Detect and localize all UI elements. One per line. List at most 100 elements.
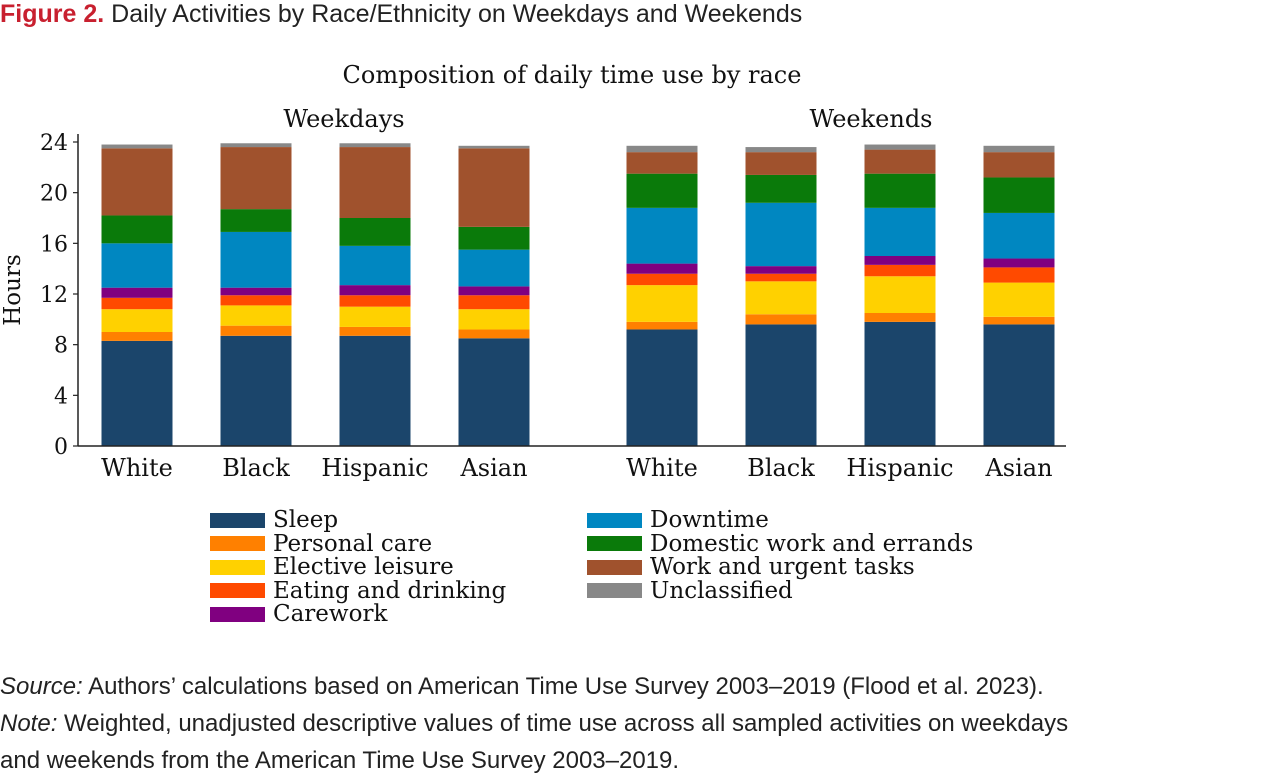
legend-swatch xyxy=(210,559,265,575)
legend-swatch xyxy=(587,512,642,528)
x-tick-label-weekends-hispanic: Hispanic xyxy=(846,454,953,482)
note-text-2: and weekends from the American Time Use … xyxy=(0,747,680,774)
bar-segment-weekdays-asian-sleep xyxy=(458,338,530,446)
bar-segment-weekends-white-work-and-urgent-tasks xyxy=(626,152,698,174)
bar-segment-weekdays-white-elective-leisure xyxy=(101,309,173,332)
bar-segment-weekends-white-sleep xyxy=(626,329,698,446)
bar-segment-weekdays-black-carework xyxy=(220,287,292,296)
source-label: Source: xyxy=(0,673,83,700)
legend-item-personal-care: Personal care xyxy=(210,532,432,556)
legend: Sleep Personal care Elective leisure Eating… xyxy=(0,508,1280,633)
bar-segment-weekdays-white-personal-care xyxy=(101,332,173,341)
note-text-1: Weighted, unadjusted descriptive values … xyxy=(57,710,1069,737)
bar-segment-weekdays-hispanic-carework xyxy=(339,285,411,296)
legend-label: Work and urgent tasks xyxy=(650,554,915,580)
bar-segment-weekends-asian-elective-leisure xyxy=(983,282,1055,317)
source-line: Source: Authors’ calculations based on A… xyxy=(0,668,1068,705)
legend-swatch xyxy=(587,536,642,551)
bar-segment-weekends-hispanic-eating-and-drinking xyxy=(864,264,936,277)
bar-segment-weekends-black-eating-and-drinking xyxy=(745,273,817,282)
legend-label: Personal care xyxy=(273,530,433,557)
legend-item-unclassified: Unclassified xyxy=(587,579,793,603)
legend-item-downtime: Downtime xyxy=(587,508,769,532)
x-tick-label-weekdays-white: White xyxy=(101,454,173,482)
bar-segment-weekdays-black-personal-care xyxy=(220,325,292,336)
bar-segment-weekends-white-elective-leisure xyxy=(626,285,698,322)
figure-label: Figure 2. xyxy=(0,0,105,28)
legend-swatch xyxy=(210,583,265,598)
x-tick-label-weekdays-black: Black xyxy=(222,454,290,482)
bar-segment-weekdays-black-unclassified xyxy=(220,143,292,148)
y-tick-label-0: 0 xyxy=(54,435,68,460)
y-tick-label-16: 16 xyxy=(40,232,68,257)
note-line-2: and weekends from the American Time Use … xyxy=(0,742,1068,779)
bar-segment-weekends-black-carework xyxy=(745,266,817,274)
y-axis-label: Hours xyxy=(0,254,26,326)
bar-segment-weekdays-asian-downtime xyxy=(458,249,530,287)
bar-segment-weekends-black-elective-leisure xyxy=(745,281,817,315)
bar-segment-weekdays-white-sleep xyxy=(101,340,173,446)
note-label: Note: xyxy=(0,710,58,737)
axes-group: White Black Hispanic Asian White Black Hispani… xyxy=(40,131,1066,482)
legend-label: Sleep xyxy=(273,507,339,533)
legend-swatch xyxy=(210,536,265,551)
bar-segment-weekends-white-downtime xyxy=(626,207,698,264)
legend-swatch xyxy=(587,583,642,598)
bar-segment-weekends-black-personal-care xyxy=(745,314,817,325)
legend-label: Downtime xyxy=(650,507,769,533)
x-tick-label-weekdays-asian: Asian xyxy=(459,454,527,482)
bar-segment-weekdays-white-eating-and-drinking xyxy=(101,297,173,310)
bar-segment-weekends-hispanic-downtime xyxy=(864,207,936,256)
bar-segment-weekdays-asian-unclassified xyxy=(458,145,530,149)
bar-segment-weekdays-hispanic-personal-care xyxy=(339,326,411,336)
bar-segment-weekdays-hispanic-sleep xyxy=(339,335,411,446)
bar-segment-weekdays-black-downtime xyxy=(220,231,292,288)
bar-segment-weekends-hispanic-sleep xyxy=(864,321,936,446)
stacked-bar-chart: Composition of daily time use by race We… xyxy=(0,61,1066,482)
bar-segment-weekdays-asian-elective-leisure xyxy=(458,309,530,330)
bar-segment-weekdays-hispanic-domestic-work-and-errands xyxy=(339,218,411,246)
bar-segment-weekends-hispanic-elective-leisure xyxy=(864,276,936,313)
bar-segment-weekends-asian-domestic-work-and-errands xyxy=(983,177,1055,213)
legend-item-carework: Carework xyxy=(210,602,387,626)
bar-segment-weekdays-white-unclassified xyxy=(101,144,173,149)
legend-label: Domestic work and errands xyxy=(650,530,974,557)
bar-segment-weekends-hispanic-personal-care xyxy=(864,313,936,322)
bar-segment-weekends-asian-eating-and-drinking xyxy=(983,267,1055,283)
bar-segment-weekends-asian-downtime xyxy=(983,212,1055,259)
bar-segment-weekdays-hispanic-unclassified xyxy=(339,143,411,148)
bar-segment-weekends-black-sleep xyxy=(745,324,817,446)
legend-swatch xyxy=(210,606,265,622)
bar-segment-weekdays-black-eating-and-drinking xyxy=(220,295,292,306)
bar-segment-weekends-asian-sleep xyxy=(983,324,1055,446)
bar-segment-weekdays-black-elective-leisure xyxy=(220,305,292,326)
x-tick-label-weekdays-hispanic: Hispanic xyxy=(321,454,428,482)
y-tick-label-8: 8 xyxy=(54,334,68,359)
legend-item-sleep: Sleep xyxy=(210,508,338,532)
legend-label: Carework xyxy=(273,601,388,627)
bar-segment-weekends-asian-carework xyxy=(983,258,1055,268)
y-tick-label-20: 20 xyxy=(40,182,68,207)
bar-segment-weekends-black-domestic-work-and-errands xyxy=(745,174,817,203)
note-line-1: Note: Weighted, unadjusted descriptive v… xyxy=(0,705,1068,742)
legend-label: Unclassified xyxy=(650,577,793,604)
bar-segment-weekends-hispanic-unclassified xyxy=(864,144,936,150)
source-text: Authors’ calculations based on American … xyxy=(82,673,1044,700)
figure-title-text: Daily Activities by Race/Ethnicity on We… xyxy=(111,0,803,28)
bar-segment-weekdays-white-carework xyxy=(101,287,173,298)
legend-item-elective-leisure: Elective leisure xyxy=(210,555,454,579)
figure-notes: Source: Authors’ calculations based on A… xyxy=(0,668,1068,779)
x-tick-label-weekends-white: White xyxy=(626,454,698,482)
y-tick-label-12: 12 xyxy=(40,283,68,308)
bars-group xyxy=(101,143,1055,446)
chart-title: Composition of daily time use by race xyxy=(343,61,802,89)
bar-segment-weekends-white-unclassified xyxy=(626,145,698,153)
panel-title-weekends: Weekends xyxy=(810,105,933,133)
bar-segment-weekends-hispanic-work-and-urgent-tasks xyxy=(864,149,936,174)
bar-segment-weekends-white-personal-care xyxy=(626,321,698,330)
legend-label: Elective leisure xyxy=(273,554,454,580)
bar-segment-weekends-black-work-and-urgent-tasks xyxy=(745,152,817,175)
legend-item-domestic-work-and-errands: Domestic work and errands xyxy=(587,532,973,556)
y-tick-label-4: 4 xyxy=(54,384,68,409)
bar-segment-weekends-white-carework xyxy=(626,263,698,274)
